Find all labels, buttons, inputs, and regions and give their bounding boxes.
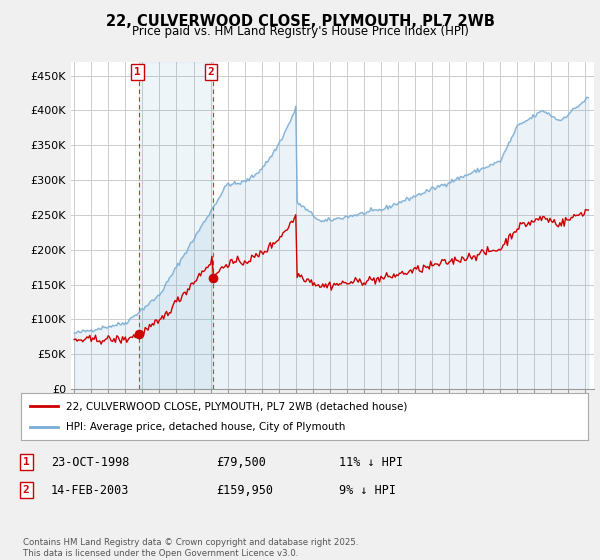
- Text: £79,500: £79,500: [216, 455, 266, 469]
- Text: 9% ↓ HPI: 9% ↓ HPI: [339, 483, 396, 497]
- Text: 14-FEB-2003: 14-FEB-2003: [51, 483, 130, 497]
- Text: Contains HM Land Registry data © Crown copyright and database right 2025.
This d: Contains HM Land Registry data © Crown c…: [23, 538, 358, 558]
- Text: 1: 1: [23, 457, 29, 467]
- Text: Price paid vs. HM Land Registry's House Price Index (HPI): Price paid vs. HM Land Registry's House …: [131, 25, 469, 38]
- Text: 2: 2: [208, 67, 214, 77]
- Text: HPI: Average price, detached house, City of Plymouth: HPI: Average price, detached house, City…: [67, 422, 346, 432]
- Text: 22, CULVERWOOD CLOSE, PLYMOUTH, PL7 2WB: 22, CULVERWOOD CLOSE, PLYMOUTH, PL7 2WB: [106, 14, 494, 29]
- Text: 11% ↓ HPI: 11% ↓ HPI: [339, 455, 403, 469]
- Text: 1: 1: [134, 67, 141, 77]
- Text: 22, CULVERWOOD CLOSE, PLYMOUTH, PL7 2WB (detached house): 22, CULVERWOOD CLOSE, PLYMOUTH, PL7 2WB …: [67, 401, 408, 411]
- Text: 23-OCT-1998: 23-OCT-1998: [51, 455, 130, 469]
- Bar: [139, 62, 212, 389]
- Text: 2: 2: [23, 485, 29, 495]
- Text: £159,950: £159,950: [216, 483, 273, 497]
